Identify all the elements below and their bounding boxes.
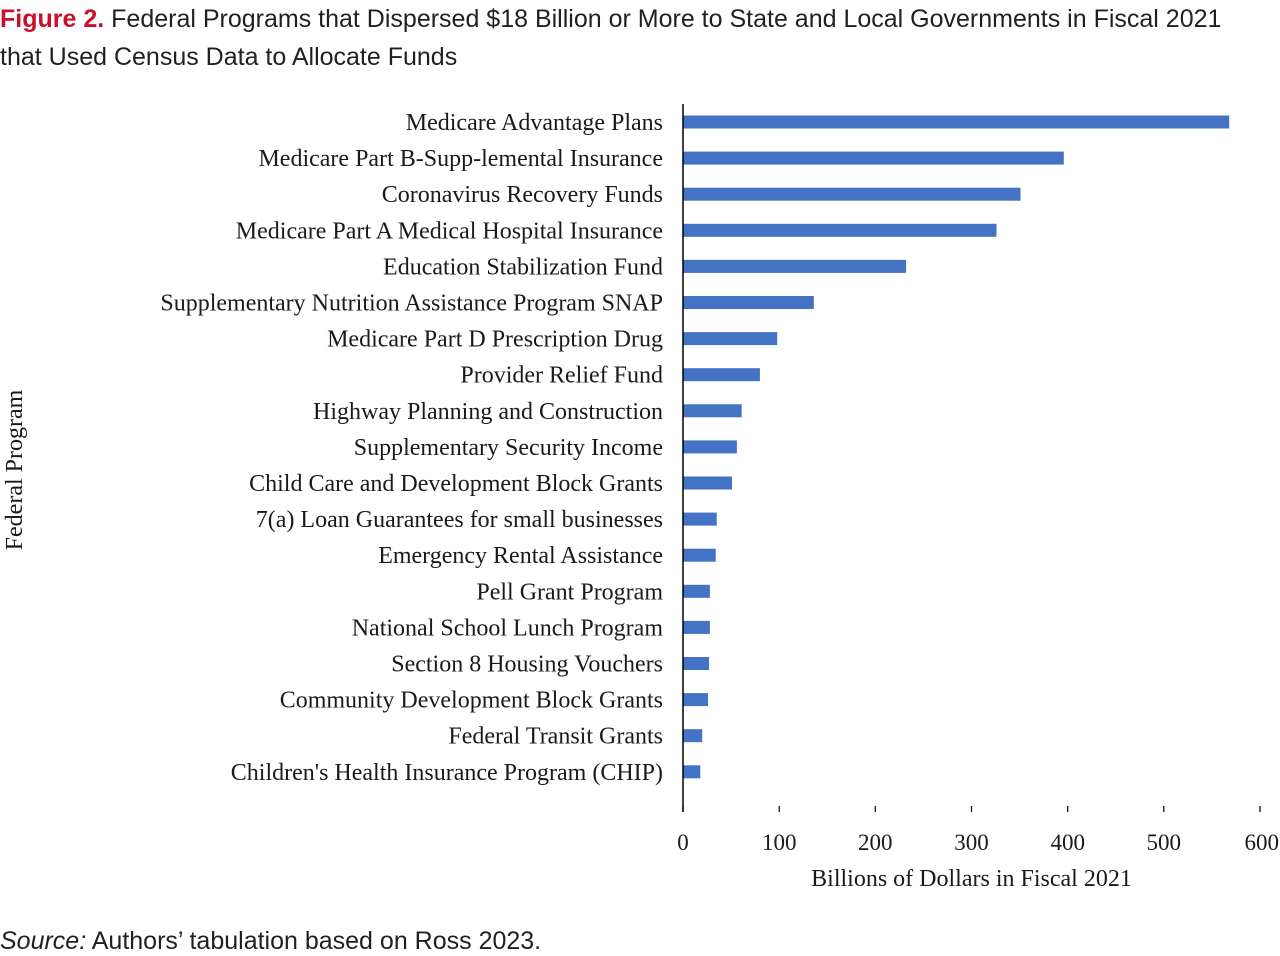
source-label: Source: <box>0 927 87 955</box>
category-label: National School Lunch Program <box>352 615 664 641</box>
bar <box>683 620 710 634</box>
x-tick-label: 200 <box>858 830 893 855</box>
category-label: Section 8 Housing Vouchers <box>391 652 663 678</box>
bar <box>683 693 708 707</box>
category-label: Coronavirus Recovery Funds <box>382 182 663 208</box>
category-label: Medicare Advantage Plans <box>406 110 663 136</box>
figure-title: Figure 2. Federal Programs that Disperse… <box>0 0 1270 76</box>
bar <box>683 115 1230 129</box>
x-ticks-group: 0 100 200 300 400 500 600 <box>677 806 1279 855</box>
category-label: Supplementary Nutrition Assistance Progr… <box>160 291 663 317</box>
bar <box>683 548 716 562</box>
bar <box>683 187 1021 201</box>
category-label: Pell Grant Program <box>476 579 663 605</box>
category-label: Child Care and Development Block Grants <box>249 471 663 497</box>
bar <box>683 151 1064 165</box>
category-label: Emergency Rental Assistance <box>378 543 663 569</box>
bar <box>683 765 701 779</box>
category-label: Community Development Block Grants <box>280 688 663 714</box>
x-axis-label: Billions of Dollars in Fiscal 2021 <box>811 866 1132 892</box>
source-text: Authors’ tabulation based on Ross 2023. <box>91 927 542 955</box>
category-label: Medicare Part A Medical Hospital Insuran… <box>236 218 663 244</box>
category-label: Medicare Part B-Supp-lemental Insurance <box>258 146 663 172</box>
x-tick-label: 100 <box>762 830 797 855</box>
bar <box>683 259 907 273</box>
category-label: Children's Health Insurance Program (CHI… <box>231 760 663 786</box>
category-labels-group: Medicare Advantage Plans Medicare Part B-… <box>160 110 663 786</box>
figure-label: Figure 2. <box>0 5 105 33</box>
bar-chart: Medicare Advantage Plans Medicare Part B-… <box>2 104 1279 892</box>
category-label: Provider Relief Fund <box>460 363 663 389</box>
x-tick-label: 0 <box>677 830 689 855</box>
bar <box>683 476 732 490</box>
bar <box>683 223 997 237</box>
category-label: Highway Planning and Construction <box>313 399 663 425</box>
x-tick-label: 500 <box>1147 830 1182 855</box>
category-label: Education Stabilization Fund <box>383 254 663 280</box>
y-axis-label: Federal Program <box>2 389 28 550</box>
bar <box>683 729 703 743</box>
category-label: Medicare Part D Prescription Drug <box>327 327 663 353</box>
category-label: Supplementary Security Income <box>354 435 663 461</box>
bar <box>683 440 737 454</box>
x-tick-label: 400 <box>1050 830 1085 855</box>
category-label: 7(a) Loan Guarantees for small businesse… <box>256 507 663 533</box>
x-tick-label: 300 <box>954 830 989 855</box>
bar <box>683 512 717 526</box>
bar <box>683 657 709 670</box>
bars-group <box>683 115 1230 779</box>
source-note: Source: Authors’ tabulation based on Ros… <box>0 926 541 956</box>
bar <box>683 296 814 309</box>
bar <box>683 332 778 346</box>
bar <box>683 404 742 418</box>
category-label: Federal Transit Grants <box>448 724 663 750</box>
figure-title-text: Federal Programs that Dispersed $18 Bill… <box>0 5 1222 71</box>
bar <box>683 368 760 382</box>
bar <box>683 584 710 598</box>
x-tick-label: 600 <box>1245 830 1280 855</box>
